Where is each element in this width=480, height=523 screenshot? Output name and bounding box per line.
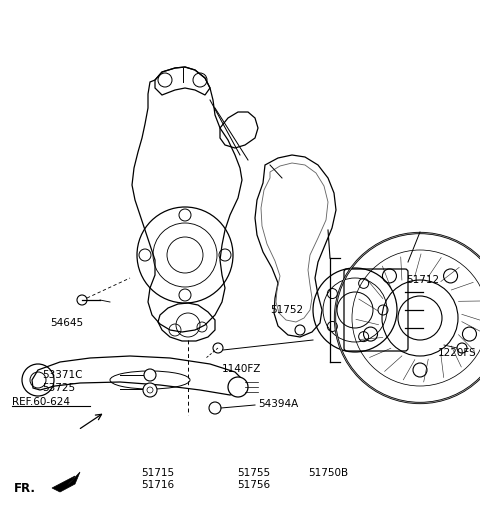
Circle shape <box>143 383 157 397</box>
Text: 53371C: 53371C <box>42 370 83 380</box>
Circle shape <box>144 369 156 381</box>
Polygon shape <box>52 472 80 492</box>
Circle shape <box>228 377 248 397</box>
Text: 51712: 51712 <box>406 275 439 285</box>
Circle shape <box>213 343 223 353</box>
Text: 53725: 53725 <box>42 383 75 393</box>
Circle shape <box>77 295 87 305</box>
Text: 1220FS: 1220FS <box>438 348 477 358</box>
Circle shape <box>457 343 467 353</box>
Text: 54394A: 54394A <box>258 399 298 409</box>
Text: FR.: FR. <box>14 482 36 495</box>
Text: 51755
51756: 51755 51756 <box>237 468 270 490</box>
Text: 51715
51716: 51715 51716 <box>142 468 175 490</box>
Text: REF.60-624: REF.60-624 <box>12 397 70 407</box>
Circle shape <box>209 402 221 414</box>
Circle shape <box>295 325 305 335</box>
Text: 1140FZ: 1140FZ <box>222 364 262 374</box>
Text: 51750B: 51750B <box>308 468 348 478</box>
Text: 54645: 54645 <box>50 318 83 328</box>
Text: 51752: 51752 <box>270 305 303 315</box>
